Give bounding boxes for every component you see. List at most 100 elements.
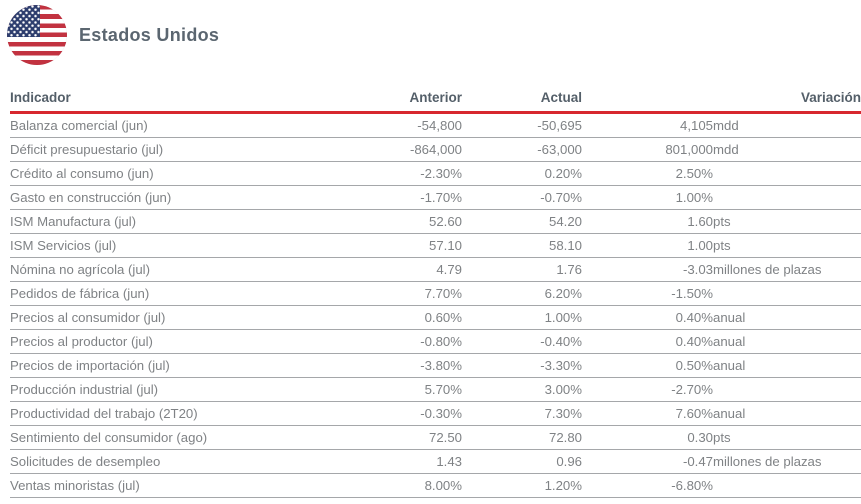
cell-variacion: -6.80% xyxy=(582,473,713,498)
cell-indicador: Pedidos de fábrica (jun) xyxy=(10,281,390,306)
cell-anterior: 57.10 xyxy=(390,233,462,258)
cell-anterior: 1.43 xyxy=(390,449,462,474)
cell-unidad: pts xyxy=(713,209,861,234)
cell-indicador: Precios de importación (jul) xyxy=(10,353,390,378)
table-row: ISM Manufactura (jul) 52.60 54.20 1.60 p… xyxy=(10,209,861,234)
cell-anterior: 5.70% xyxy=(390,377,462,402)
cell-variacion: 1.60 xyxy=(582,209,713,234)
cell-unidad: anual xyxy=(713,329,861,354)
table-row: Déficit presupuestario (jul) -864,000 -6… xyxy=(10,137,861,162)
cell-unidad: mdd xyxy=(713,137,861,162)
cell-actual: 1.20% xyxy=(462,473,582,498)
cell-unidad: anual xyxy=(713,353,861,378)
table-row: Gasto en construcción (jun) -1.70% -0.70… xyxy=(10,185,861,210)
cell-actual: 3.00% xyxy=(462,377,582,402)
column-header-variacion: Variación xyxy=(582,90,861,114)
cell-variacion: -0.47 xyxy=(582,449,713,474)
table-row: Balanza comercial (jun) -54,800 -50,695 … xyxy=(10,112,861,138)
cell-unidad xyxy=(713,185,861,210)
table-row: Precios al consumidor (jul) 0.60% 1.00% … xyxy=(10,305,861,330)
cell-variacion: 0.40% xyxy=(582,305,713,330)
cell-indicador: ISM Servicios (jul) xyxy=(10,233,390,258)
cell-unidad: millones de plazas xyxy=(713,257,861,282)
cell-anterior: -2.30% xyxy=(390,161,462,186)
table-row: Sentimiento del consumidor (ago) 72.50 7… xyxy=(10,425,861,450)
cell-variacion: 2.50% xyxy=(582,161,713,186)
cell-actual: -3.30% xyxy=(462,353,582,378)
table-header-row: Indicador Anterior Actual Variación xyxy=(10,90,861,114)
cell-actual: 0.96 xyxy=(462,449,582,474)
cell-anterior: -3.80% xyxy=(390,353,462,378)
cell-variacion: 0.50% xyxy=(582,353,713,378)
flag-canton xyxy=(7,5,40,38)
cell-unidad xyxy=(713,161,861,186)
table-row: Nómina no agrícola (jul) 4.79 1.76 -3.03… xyxy=(10,257,861,282)
cell-indicador: Precios al consumidor (jul) xyxy=(10,305,390,330)
cell-variacion: 0.40% xyxy=(582,329,713,354)
cell-actual: -0.40% xyxy=(462,329,582,354)
cell-variacion: 1.00 xyxy=(582,233,713,258)
table-row: Precios de importación (jul) -3.80% -3.3… xyxy=(10,353,861,378)
table-row: Pedidos de fábrica (jun) 7.70% 6.20% -1.… xyxy=(10,281,861,306)
cell-anterior: 8.00% xyxy=(390,473,462,498)
cell-actual: 54.20 xyxy=(462,209,582,234)
cell-unidad: mdd xyxy=(713,112,861,138)
cell-anterior: -1.70% xyxy=(390,185,462,210)
cell-indicador: Precios al productor (jul) xyxy=(10,329,390,354)
report-header: Estados Unidos xyxy=(0,0,861,66)
cell-variacion: 1.00% xyxy=(582,185,713,210)
cell-variacion: -1.50% xyxy=(582,281,713,306)
cell-actual: 58.10 xyxy=(462,233,582,258)
cell-indicador: Crédito al consumo (jun) xyxy=(10,161,390,186)
cell-indicador: ISM Manufactura (jul) xyxy=(10,209,390,234)
table-row: Producción industrial (jul) 5.70% 3.00% … xyxy=(10,377,861,402)
cell-indicador: Balanza comercial (jun) xyxy=(10,112,390,138)
cell-actual: -63,000 xyxy=(462,137,582,162)
cell-anterior: -54,800 xyxy=(390,112,462,138)
cell-anterior: 52.60 xyxy=(390,209,462,234)
cell-unidad xyxy=(713,473,861,498)
cell-anterior: -864,000 xyxy=(390,137,462,162)
cell-unidad: millones de plazas xyxy=(713,449,861,474)
indicators-table: Indicador Anterior Actual Variación Bala… xyxy=(10,90,861,498)
cell-unidad: anual xyxy=(713,401,861,426)
cell-unidad: pts xyxy=(713,233,861,258)
cell-indicador: Sentimiento del consumidor (ago) xyxy=(10,425,390,450)
cell-actual: 1.76 xyxy=(462,257,582,282)
table-row: Precios al productor (jul) -0.80% -0.40%… xyxy=(10,329,861,354)
cell-indicador: Productividad del trabajo (2T20) xyxy=(10,401,390,426)
table-row: Crédito al consumo (jun) -2.30% 0.20% 2.… xyxy=(10,161,861,186)
column-header-indicador: Indicador xyxy=(10,90,390,114)
cell-indicador: Gasto en construcción (jun) xyxy=(10,185,390,210)
us-flag-icon xyxy=(7,5,67,65)
cell-actual: 72.80 xyxy=(462,425,582,450)
cell-variacion: 0.30 xyxy=(582,425,713,450)
cell-anterior: -0.80% xyxy=(390,329,462,354)
cell-unidad: anual xyxy=(713,305,861,330)
cell-indicador: Nómina no agrícola (jul) xyxy=(10,257,390,282)
table-row: ISM Servicios (jul) 57.10 58.10 1.00 pts xyxy=(10,233,861,258)
cell-variacion: 801,000 xyxy=(582,137,713,162)
cell-anterior: 7.70% xyxy=(390,281,462,306)
cell-anterior: 4.79 xyxy=(390,257,462,282)
cell-anterior: 72.50 xyxy=(390,425,462,450)
cell-indicador: Producción industrial (jul) xyxy=(10,377,390,402)
table-row: Solicitudes de desempleo 1.43 0.96 -0.47… xyxy=(10,449,861,474)
cell-unidad: pts xyxy=(713,425,861,450)
cell-actual: 0.20% xyxy=(462,161,582,186)
cell-actual: -50,695 xyxy=(462,112,582,138)
cell-actual: 1.00% xyxy=(462,305,582,330)
cell-actual: -0.70% xyxy=(462,185,582,210)
column-header-actual: Actual xyxy=(462,90,582,114)
column-header-anterior: Anterior xyxy=(390,90,462,114)
cell-indicador: Ventas minoristas (jul) xyxy=(10,473,390,498)
cell-actual: 6.20% xyxy=(462,281,582,306)
page-title: Estados Unidos xyxy=(79,24,220,45)
cell-variacion: -2.70% xyxy=(582,377,713,402)
cell-unidad xyxy=(713,377,861,402)
cell-variacion: -3.03 xyxy=(582,257,713,282)
cell-indicador: Solicitudes de desempleo xyxy=(10,449,390,474)
cell-variacion: 7.60% xyxy=(582,401,713,426)
cell-indicador: Déficit presupuestario (jul) xyxy=(10,137,390,162)
